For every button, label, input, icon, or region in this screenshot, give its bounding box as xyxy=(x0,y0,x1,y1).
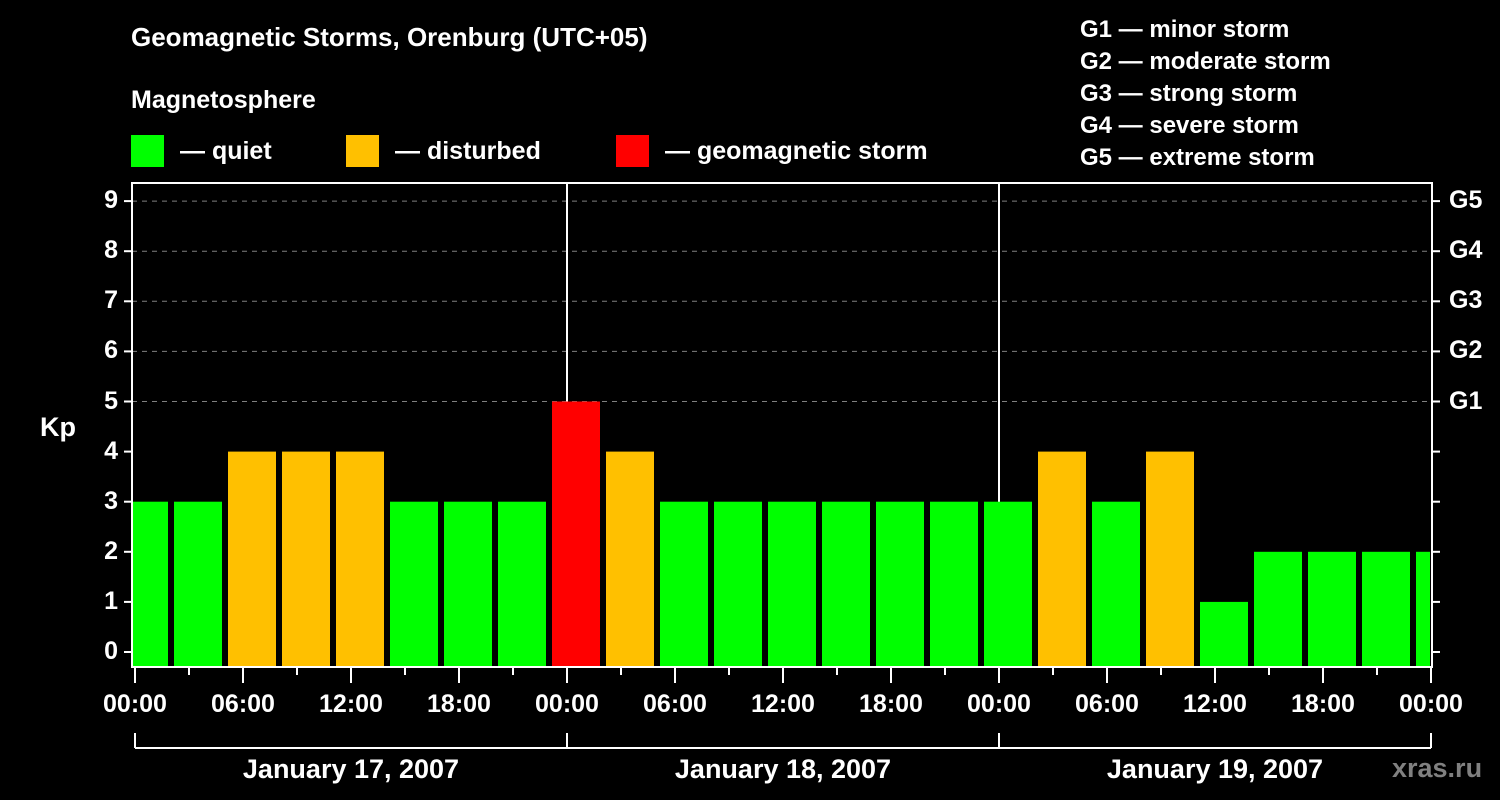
g-level-label: G5 xyxy=(1449,186,1483,215)
kp-bar xyxy=(552,401,600,667)
kp-bar xyxy=(876,501,924,667)
g-scale-legend: G1 — minor storm G2 — moderate storm G3 … xyxy=(1080,14,1331,174)
date-label: January 18, 2007 xyxy=(674,754,892,784)
g-scale-item: G1 — minor storm xyxy=(1080,16,1290,43)
g-level-label: G1 xyxy=(1449,386,1483,415)
legend-label-disturbed: — disturbed xyxy=(395,136,541,165)
g-scale-item: G4 — severe storm xyxy=(1080,112,1299,139)
kp-bar xyxy=(822,501,870,667)
legend-label-storm: — geomagnetic storm xyxy=(665,136,928,165)
kp-bar xyxy=(984,501,1032,667)
y-tick-label: 1 xyxy=(104,586,118,615)
kp-bar xyxy=(133,501,168,667)
kp-bar xyxy=(1092,501,1140,667)
x-tick-label: 06:00 xyxy=(211,690,275,718)
date-label: January 17, 2007 xyxy=(242,754,460,784)
kp-bar xyxy=(1362,551,1410,667)
legend-swatch-storm xyxy=(616,135,649,167)
x-tick-label: 18:00 xyxy=(427,690,491,718)
x-tick-label: 00:00 xyxy=(1399,690,1463,718)
g-scale-item: G3 — strong storm xyxy=(1080,80,1298,107)
kp-bar xyxy=(714,501,762,667)
kp-bar xyxy=(606,451,654,667)
kp-bar xyxy=(444,501,492,667)
y-tick-label: 9 xyxy=(104,186,118,215)
x-tick-label: 12:00 xyxy=(751,690,815,718)
legend-swatch-disturbed xyxy=(346,135,379,167)
y-tick-label: 2 xyxy=(104,536,118,565)
y-tick-label: 3 xyxy=(104,486,118,515)
kp-bar xyxy=(1254,551,1302,667)
kp-bar xyxy=(1200,601,1248,667)
y-tick-label: 8 xyxy=(104,236,118,265)
x-tick-label: 00:00 xyxy=(103,690,167,718)
chart-subtitle: Magnetosphere xyxy=(131,86,316,114)
kp-bar xyxy=(1416,551,1430,667)
y-tick-label: 0 xyxy=(104,637,118,665)
x-tick-label: 00:00 xyxy=(967,690,1031,718)
x-tick-label: 18:00 xyxy=(1291,690,1355,718)
y-tick-label: 7 xyxy=(104,286,118,315)
x-tick-label: 12:00 xyxy=(319,690,383,718)
chart-title: Geomagnetic Storms, Orenburg (UTC+05) xyxy=(131,22,648,52)
kp-bar xyxy=(1146,451,1194,667)
kp-bar xyxy=(336,451,384,667)
kp-bar xyxy=(174,501,222,667)
legend-disturbed: — disturbed xyxy=(346,134,541,168)
y-tick-label: 4 xyxy=(104,436,118,465)
y-tick-label: 5 xyxy=(104,386,118,415)
kp-bar xyxy=(498,501,546,667)
date-label: January 19, 2007 xyxy=(1106,754,1324,784)
kp-bar xyxy=(228,451,276,667)
x-tick-label: 18:00 xyxy=(859,690,923,718)
plot-frame xyxy=(131,182,1433,668)
g-level-label: G3 xyxy=(1449,286,1483,315)
kp-bar xyxy=(660,501,708,667)
x-tick-label: 00:00 xyxy=(535,690,599,718)
x-tick-label: 06:00 xyxy=(1075,690,1139,718)
y-tick-label: 6 xyxy=(104,336,118,365)
legend-storm: — geomagnetic storm xyxy=(616,134,928,168)
legend-quiet: — quiet xyxy=(131,134,272,168)
legend-label-quiet: — quiet xyxy=(180,136,272,165)
g-scale-item: G5 — extreme storm xyxy=(1080,144,1315,171)
x-tick-label: 06:00 xyxy=(643,690,707,718)
g-scale-item: G2 — moderate storm xyxy=(1080,48,1331,75)
legend-swatch-quiet xyxy=(131,135,164,167)
kp-bar xyxy=(1038,451,1086,667)
g-level-label: G4 xyxy=(1449,236,1483,265)
kp-bar xyxy=(1308,551,1356,667)
g-level-label: G2 xyxy=(1449,336,1483,365)
kp-bar xyxy=(930,501,978,667)
kp-bar xyxy=(768,501,816,667)
kp-bar xyxy=(282,451,330,667)
y-axis-label: Kp xyxy=(40,412,76,442)
x-tick-label: 12:00 xyxy=(1183,690,1247,718)
kp-bar xyxy=(390,501,438,667)
watermark: xras.ru xyxy=(1392,753,1483,783)
